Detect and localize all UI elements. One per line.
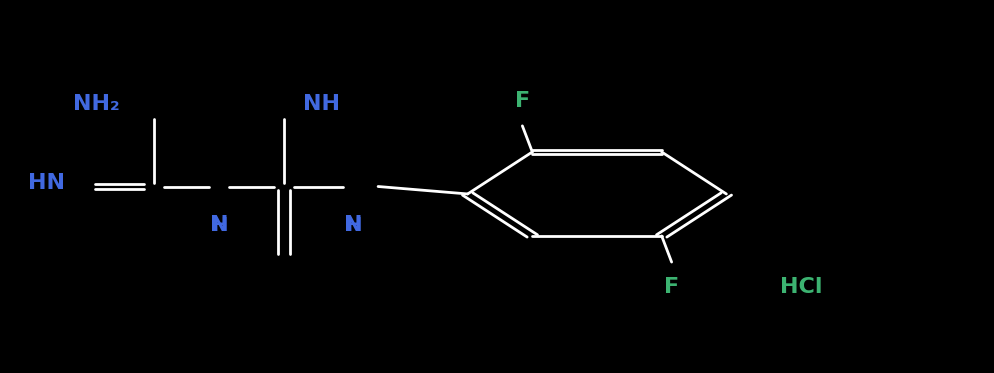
Text: H: H [345,216,361,235]
Text: N: N [344,192,362,235]
Text: HCl: HCl [779,277,821,297]
Text: NH: NH [303,94,340,115]
Text: HN: HN [28,173,65,193]
Text: N: N [210,192,228,235]
Text: NH₂: NH₂ [73,94,119,115]
Text: F: F [663,277,679,297]
Text: H: H [211,216,227,235]
Text: F: F [514,91,530,111]
